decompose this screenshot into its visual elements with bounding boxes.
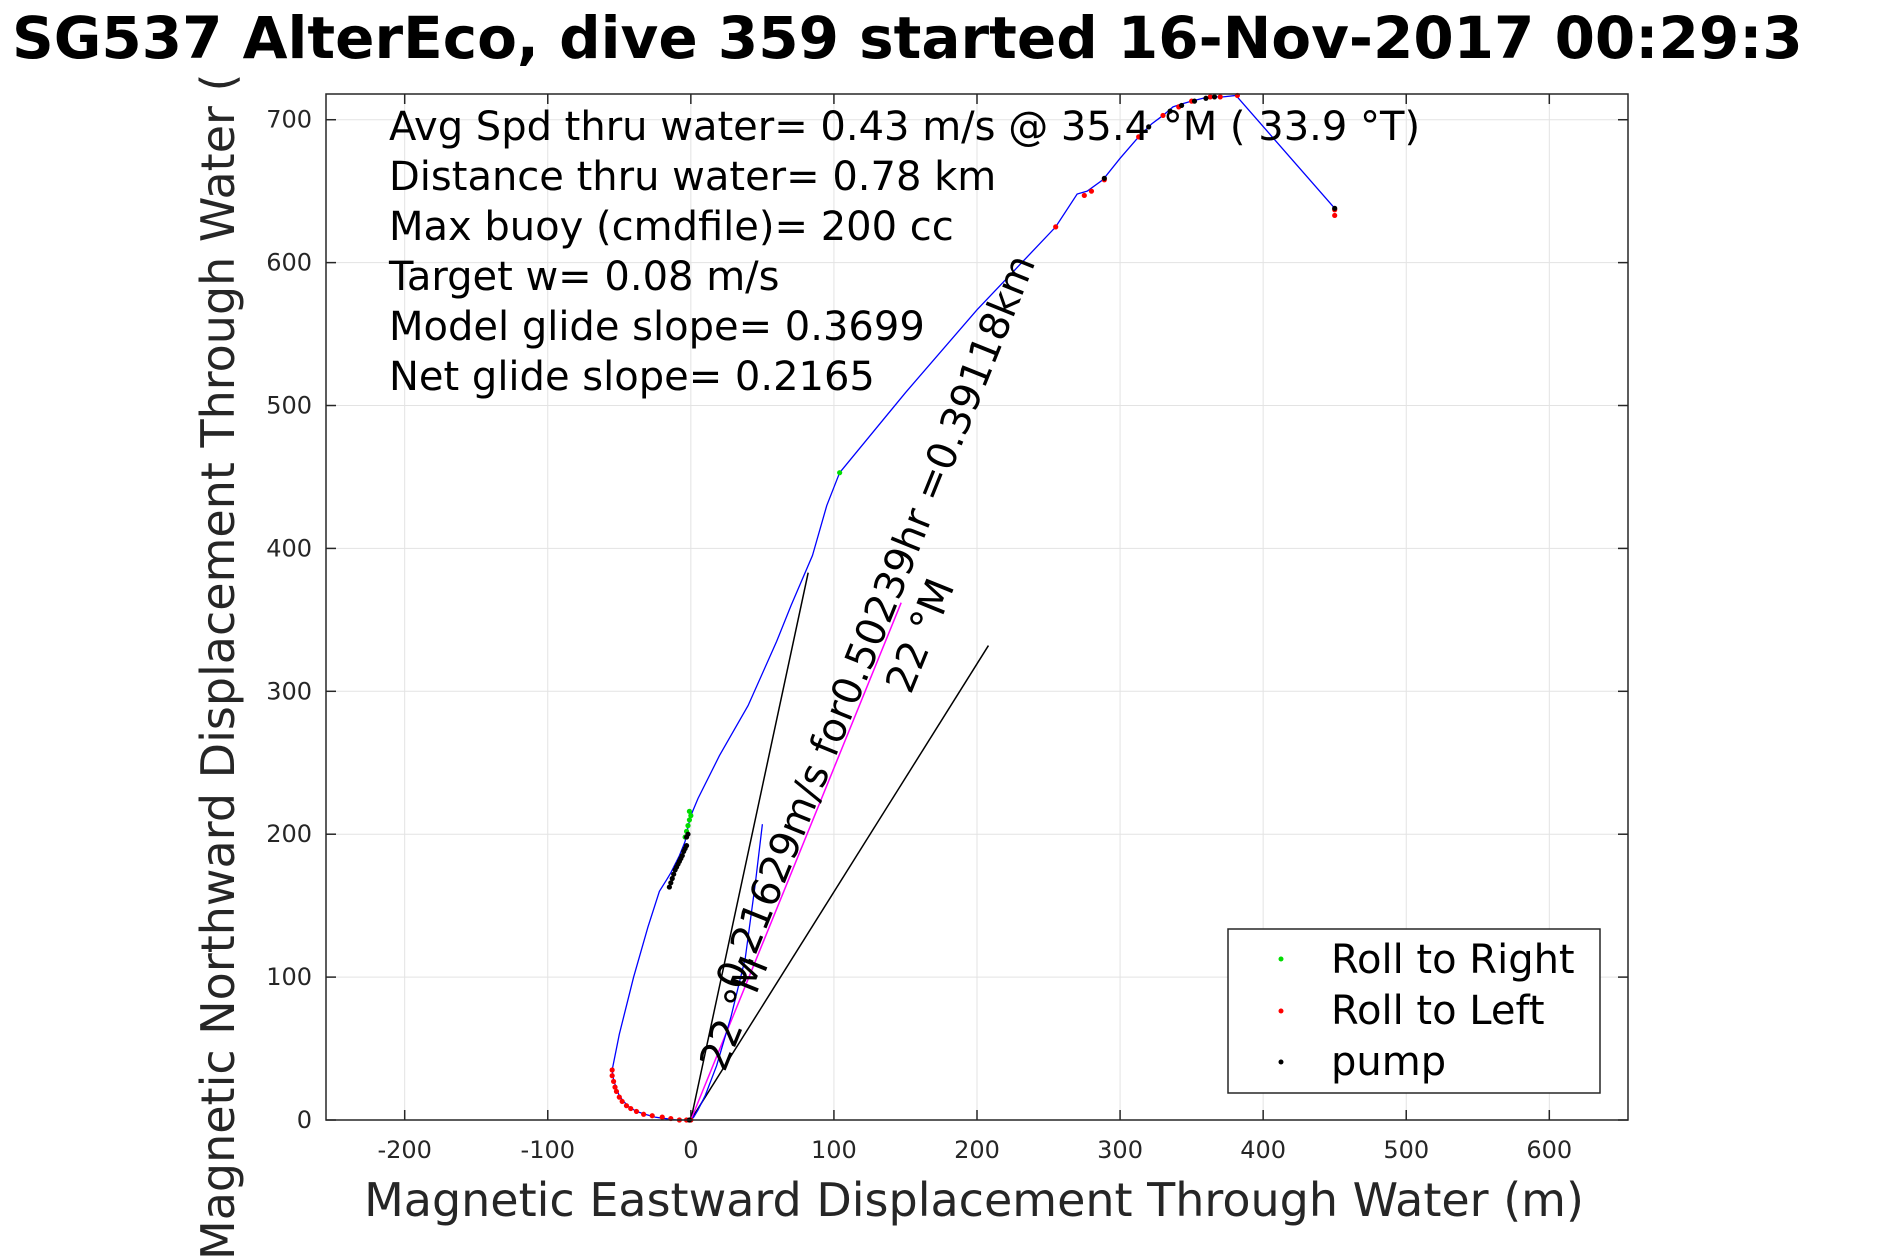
point-roll-to-left: [1160, 112, 1166, 119]
legend-marker-pump: [1278, 1059, 1284, 1065]
point-roll-to-left: [610, 1078, 617, 1085]
legend-label-roll-right: Roll to Right: [1331, 937, 1575, 983]
model-line-1: [690, 572, 809, 1121]
point-roll-to-left: [649, 1113, 655, 1119]
x-tick-label: 100: [811, 1136, 857, 1164]
point-pump: [1101, 175, 1107, 181]
y-tick-label: 200: [266, 820, 312, 848]
x-tick-label: 200: [954, 1136, 1000, 1164]
x-tick-label: 600: [1526, 1136, 1572, 1164]
y-axis-title: Magnetic Northward Displacement Through …: [191, 74, 245, 1260]
x-tick-label: 0: [683, 1136, 698, 1164]
y-tick-label: 700: [266, 106, 312, 134]
x-ticks: -200 -100 0 100 200 300 400 500 600: [377, 94, 1572, 1164]
y-tick-label: 100: [266, 963, 312, 991]
legend-marker-roll-right: [1278, 956, 1284, 962]
point-pump: [1179, 102, 1185, 109]
point-pump: [1191, 98, 1198, 104]
point-pump: [1167, 108, 1173, 114]
point-roll-to-right: [837, 470, 843, 476]
point-roll-to-left: [613, 1088, 620, 1095]
point-roll-to-left: [1136, 134, 1142, 140]
point-roll-to-left: [1088, 188, 1095, 194]
y-tick-label: 500: [266, 392, 312, 420]
point-roll-to-left: [609, 1073, 615, 1079]
point-roll-to-right: [686, 817, 693, 823]
data-points: [609, 92, 1338, 1123]
point-roll-to-left: [641, 1111, 647, 1117]
annotation-line: Target w= 0.08 m/s: [388, 254, 779, 300]
y-ticks: 0 100 200 300 400 500 600 700: [266, 106, 1628, 1134]
legend: Roll to Right Roll to Left pump: [1227, 928, 1601, 1094]
point-roll-to-left: [609, 1067, 615, 1073]
legend-label-roll-left: Roll to Left: [1331, 988, 1545, 1034]
point-roll-to-left: [1053, 224, 1059, 230]
track-line-net: [690, 824, 764, 1121]
x-tick-label: -200: [377, 1136, 431, 1164]
point-pump: [1211, 94, 1218, 100]
model-line-2: [690, 645, 990, 1121]
axes-box: [325, 93, 1629, 1121]
point-pump: [683, 843, 690, 849]
y-tick-label: 600: [266, 249, 312, 277]
x-tick-label: -100: [521, 1136, 575, 1164]
point-roll-to-left: [612, 1084, 618, 1090]
y-tick-label: 300: [266, 677, 312, 705]
annotation-line: Avg Spd thru water= 0.43 m/s @ 35.4 °M (…: [389, 104, 1420, 150]
point-pump: [1332, 205, 1338, 211]
point-pump: [679, 853, 685, 859]
point-pump: [669, 875, 675, 882]
point-pump: [685, 831, 691, 837]
y-tick-label: 400: [266, 534, 312, 562]
point-roll-to-right: [688, 813, 694, 819]
point-pump: [666, 884, 672, 890]
annotation-line: Distance thru water= 0.78 km: [389, 154, 996, 200]
point-roll-to-left: [619, 1098, 625, 1105]
point-roll-to-left: [1081, 192, 1087, 199]
point-pump: [671, 871, 677, 877]
x-tick-label: 300: [1097, 1136, 1143, 1164]
point-roll-to-left: [1217, 94, 1223, 100]
annotations: Avg Spd thru water= 0.43 m/s @ 35.4 °M (…: [388, 104, 1420, 400]
point-roll-to-left: [623, 1103, 630, 1109]
x-tick-label: 500: [1383, 1136, 1429, 1164]
legend-label-pump: pump: [1331, 1039, 1446, 1085]
y-tick-label: 0: [297, 1106, 312, 1134]
point-roll-to-left: [628, 1105, 634, 1112]
chart-title: SG537 AlterEco, dive 359 started 16-Nov-…: [12, 4, 1803, 72]
point-roll-to-left: [1332, 212, 1338, 219]
point-pump: [1146, 124, 1152, 130]
point-pump: [1203, 95, 1209, 101]
annotation-line: Model glide slope= 0.3699: [389, 304, 925, 350]
point-roll-to-left: [1207, 94, 1213, 100]
legend-box: [1227, 928, 1601, 1094]
annotation-line: Net glide slope= 0.2165: [389, 354, 875, 400]
point-roll-to-left: [659, 1114, 665, 1120]
point-roll-to-right: [685, 823, 691, 829]
track-line-outbound: [611, 472, 841, 1071]
point-pump: [668, 880, 674, 886]
point-roll-to-left: [633, 1108, 640, 1115]
annotation-line: Max buoy (cmdfile)= 200 cc: [389, 204, 954, 250]
x-axis-title: Magnetic Eastward Displacement Through W…: [364, 1173, 1584, 1227]
point-roll-to-right: [686, 808, 693, 814]
x-tick-label: 400: [1240, 1136, 1286, 1164]
point-roll-to-left: [616, 1094, 622, 1100]
legend-marker-roll-left: [1278, 1008, 1284, 1014]
